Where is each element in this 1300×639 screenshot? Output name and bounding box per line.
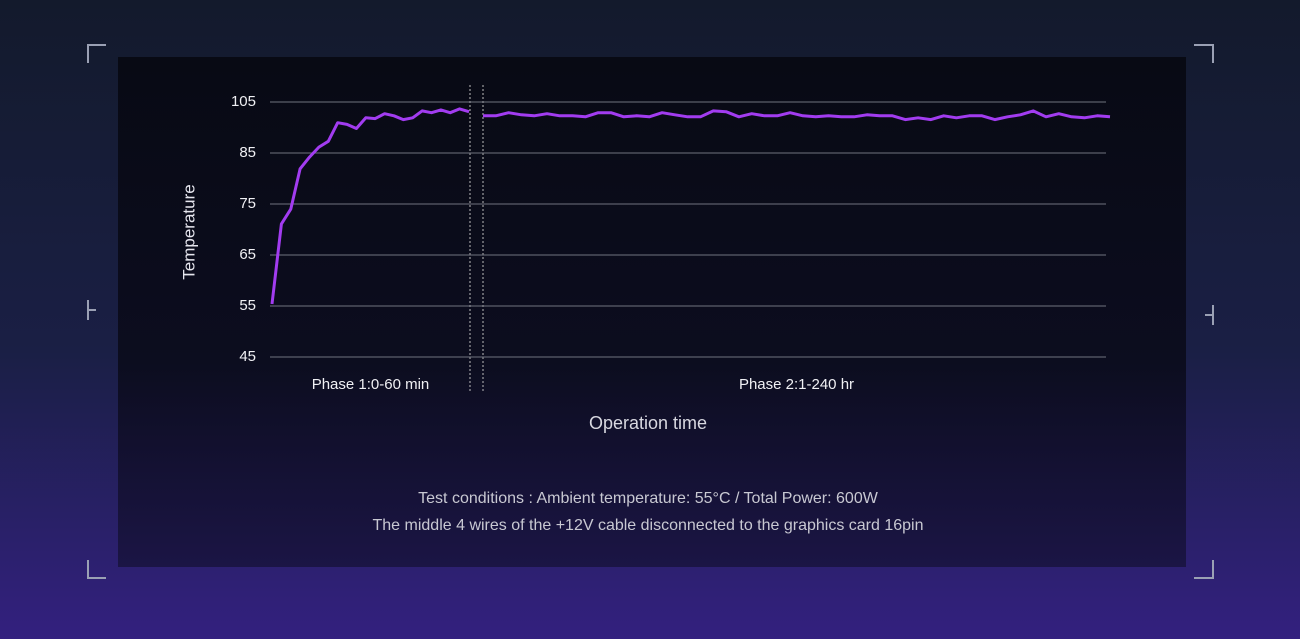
x-axis-label: Operation time <box>589 413 707 433</box>
y-tick-label: 75 <box>239 195 256 212</box>
note: Test conditions : Ambient temperature: 5… <box>418 490 879 507</box>
y-tick-label: 55 <box>239 297 256 314</box>
phase-label: Phase 1:0-60 min <box>312 376 430 393</box>
y-tick-label: 85 <box>239 144 256 161</box>
y-tick-label: 65 <box>239 246 256 263</box>
y-tick-label: 45 <box>239 348 256 365</box>
panel <box>118 57 1186 567</box>
frame-corners <box>87 44 1214 579</box>
phase-label: Phase 2:1-240 hr <box>739 376 854 393</box>
note: The middle 4 wires of the +12V cable dis… <box>373 517 924 534</box>
temperature-line <box>483 109 1111 122</box>
y-axis-label: Temperature <box>179 184 198 279</box>
temperature-line <box>270 107 470 305</box>
y-tick-label: 105 <box>231 93 256 110</box>
